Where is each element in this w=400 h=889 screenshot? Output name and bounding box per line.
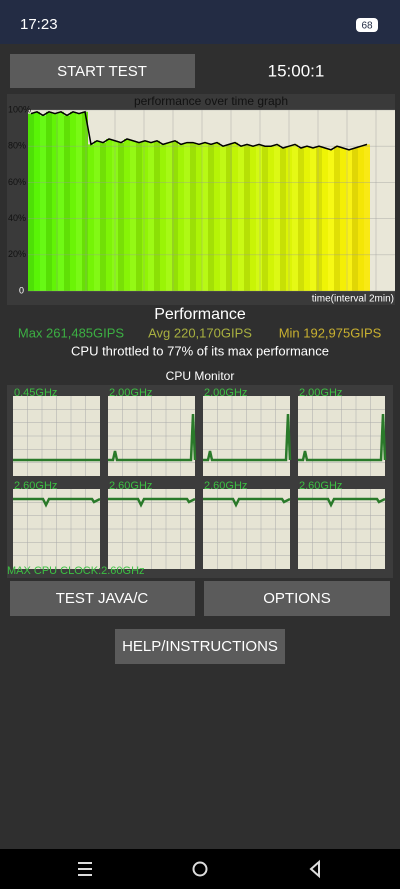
y-tick-label: 60% — [8, 177, 26, 187]
max-clock: MAX CPU CLOCK:2.60GHz — [7, 565, 145, 577]
core-clock: 2.60GHz — [204, 480, 247, 492]
options-button[interactable] — [204, 581, 390, 616]
bar — [166, 142, 172, 291]
core-line — [298, 497, 386, 508]
bar — [70, 111, 76, 291]
core-clock: 2.60GHz — [109, 480, 152, 492]
bar — [214, 142, 220, 291]
y-tick-label: 40% — [8, 213, 26, 223]
bar — [274, 144, 280, 291]
y-tick-label: 100% — [8, 104, 31, 114]
performance-line — [30, 110, 368, 151]
bar — [82, 111, 88, 291]
bar — [232, 142, 238, 291]
battery-level: 68 — [361, 21, 373, 32]
back-icon[interactable] — [309, 859, 320, 879]
avg-stat: Avg 220,170GIPS — [148, 325, 252, 340]
bar — [352, 148, 358, 291]
test-java-button[interactable] — [10, 581, 195, 616]
core-line — [13, 497, 101, 508]
core-line — [203, 413, 292, 462]
core-clock: 2.00GHz — [109, 387, 152, 399]
nav-bar — [0, 849, 400, 889]
bar — [322, 148, 328, 291]
bar — [148, 142, 154, 291]
bar — [328, 149, 334, 291]
bar — [124, 138, 130, 291]
bar — [196, 144, 202, 291]
clock: 17:23 — [20, 16, 58, 33]
x-axis-label: time(interval 2min) — [312, 294, 394, 305]
bar — [106, 138, 112, 291]
core-clock: 2.60GHz — [299, 480, 342, 492]
core-line — [108, 497, 196, 508]
menu-icon[interactable] — [78, 862, 92, 876]
status-bar — [0, 0, 400, 44]
home-icon[interactable] — [192, 861, 208, 877]
bar — [292, 144, 298, 291]
max-stat: Max 261,485GIPS — [18, 325, 125, 340]
bar — [364, 144, 370, 291]
start-button[interactable] — [10, 54, 195, 88]
bar — [76, 113, 82, 292]
core-clock: 0.45GHz — [14, 387, 57, 399]
core-line — [108, 413, 197, 462]
bar — [40, 115, 46, 292]
bar — [100, 142, 106, 291]
y-tick-label: 80% — [8, 141, 26, 151]
bar — [346, 149, 352, 291]
core-clock: 2.00GHz — [204, 387, 247, 399]
bar — [184, 142, 190, 291]
bar — [64, 115, 70, 292]
bar — [52, 113, 58, 292]
start-label: START TEST — [57, 63, 147, 80]
bar — [202, 142, 208, 291]
bar — [136, 142, 142, 291]
graph-title: performance over time graph — [134, 94, 288, 108]
bar — [190, 142, 196, 291]
y-tick-label: 0 — [19, 285, 24, 295]
bar — [28, 113, 34, 292]
bar — [226, 144, 232, 291]
core-clock: 2.60GHz — [14, 480, 57, 492]
bar — [118, 142, 124, 291]
bar — [340, 148, 346, 291]
core-line — [298, 413, 387, 462]
min-stat: Min 192,975GIPS — [279, 325, 382, 340]
timer: 15:00:1 — [268, 61, 325, 80]
bar — [34, 111, 40, 291]
help-label: HELP/INSTRUCTIONS — [122, 638, 278, 655]
performance-title: Performance — [154, 306, 246, 323]
bar — [178, 144, 184, 291]
bar — [58, 111, 64, 291]
bar — [160, 144, 166, 291]
options-label: OPTIONS — [263, 590, 331, 607]
bar — [130, 140, 136, 291]
bar — [88, 144, 94, 291]
bar — [46, 111, 52, 291]
help-button[interactable] — [115, 629, 285, 664]
bar — [280, 148, 286, 291]
bar — [94, 140, 100, 291]
throttle-text: CPU throttled to 77% of its max performa… — [71, 343, 329, 358]
y-tick-label: 20% — [8, 249, 26, 259]
core-line — [203, 497, 291, 508]
bar — [208, 144, 214, 291]
bar — [298, 148, 304, 291]
bar — [154, 140, 160, 291]
test-java-label: TEST JAVA/C — [56, 590, 149, 607]
bar — [142, 140, 148, 291]
bar — [256, 144, 262, 291]
battery-icon — [356, 18, 378, 32]
core-clock: 2.00GHz — [299, 387, 342, 399]
cpu-monitor-title: CPU Monitor — [166, 369, 235, 383]
bar — [244, 144, 250, 291]
nav-icons — [78, 859, 320, 879]
bar — [310, 148, 316, 291]
bar — [172, 140, 178, 291]
